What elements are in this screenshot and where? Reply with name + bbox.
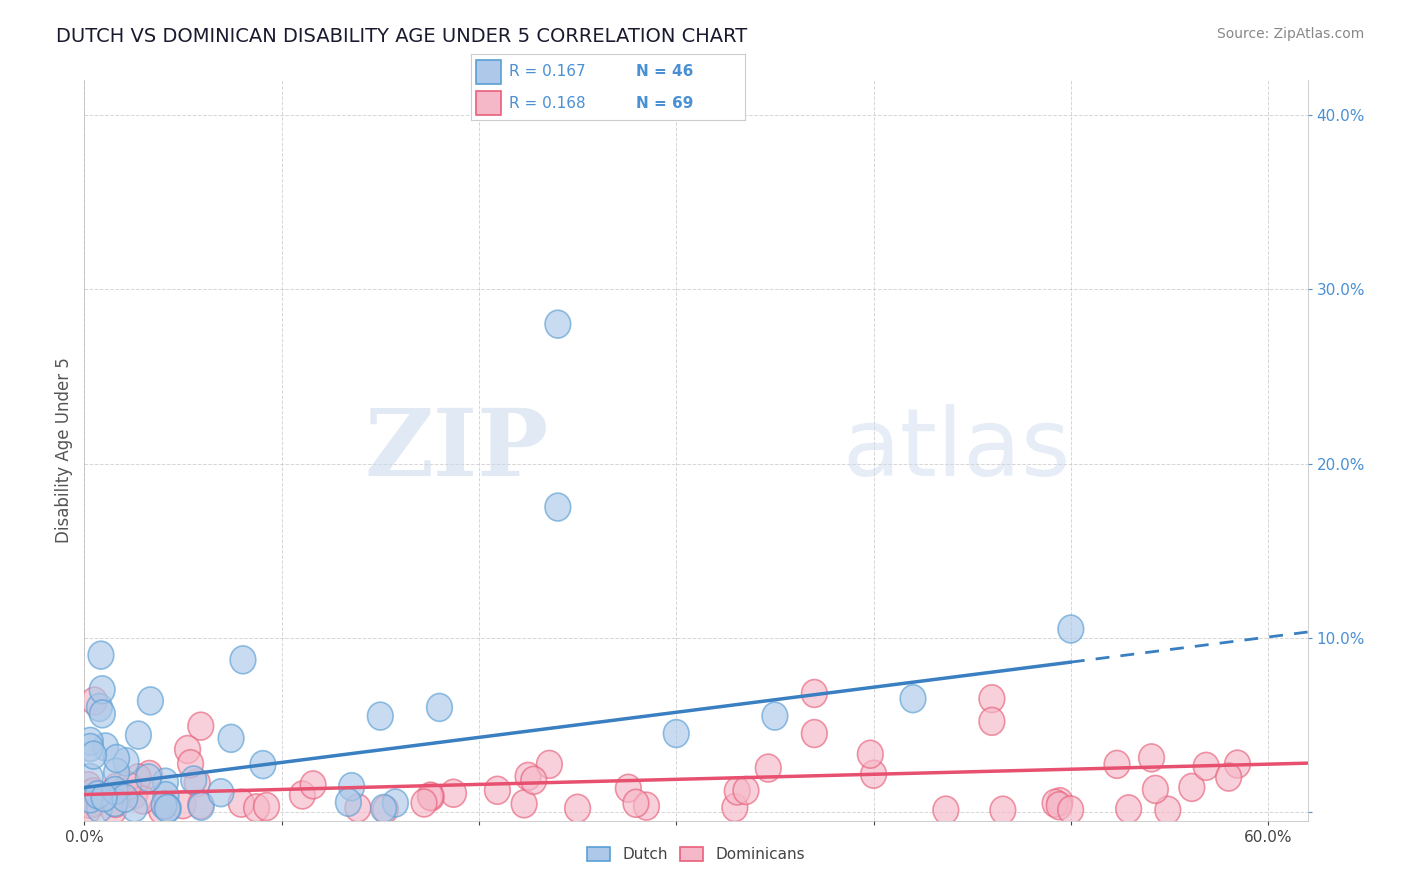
Y-axis label: Disability Age Under 5: Disability Age Under 5: [55, 358, 73, 543]
Bar: [477, 60, 501, 84]
Bar: [477, 91, 501, 115]
Text: ZIP: ZIP: [366, 406, 550, 495]
Text: R = 0.168: R = 0.168: [509, 95, 586, 111]
Text: Source: ZipAtlas.com: Source: ZipAtlas.com: [1216, 27, 1364, 41]
Text: atlas: atlas: [842, 404, 1071, 497]
Text: N = 69: N = 69: [636, 95, 693, 111]
Text: N = 46: N = 46: [636, 64, 693, 79]
Legend: Dutch, Dominicans: Dutch, Dominicans: [581, 841, 811, 869]
Text: R = 0.167: R = 0.167: [509, 64, 586, 79]
Text: DUTCH VS DOMINICAN DISABILITY AGE UNDER 5 CORRELATION CHART: DUTCH VS DOMINICAN DISABILITY AGE UNDER …: [56, 27, 748, 45]
